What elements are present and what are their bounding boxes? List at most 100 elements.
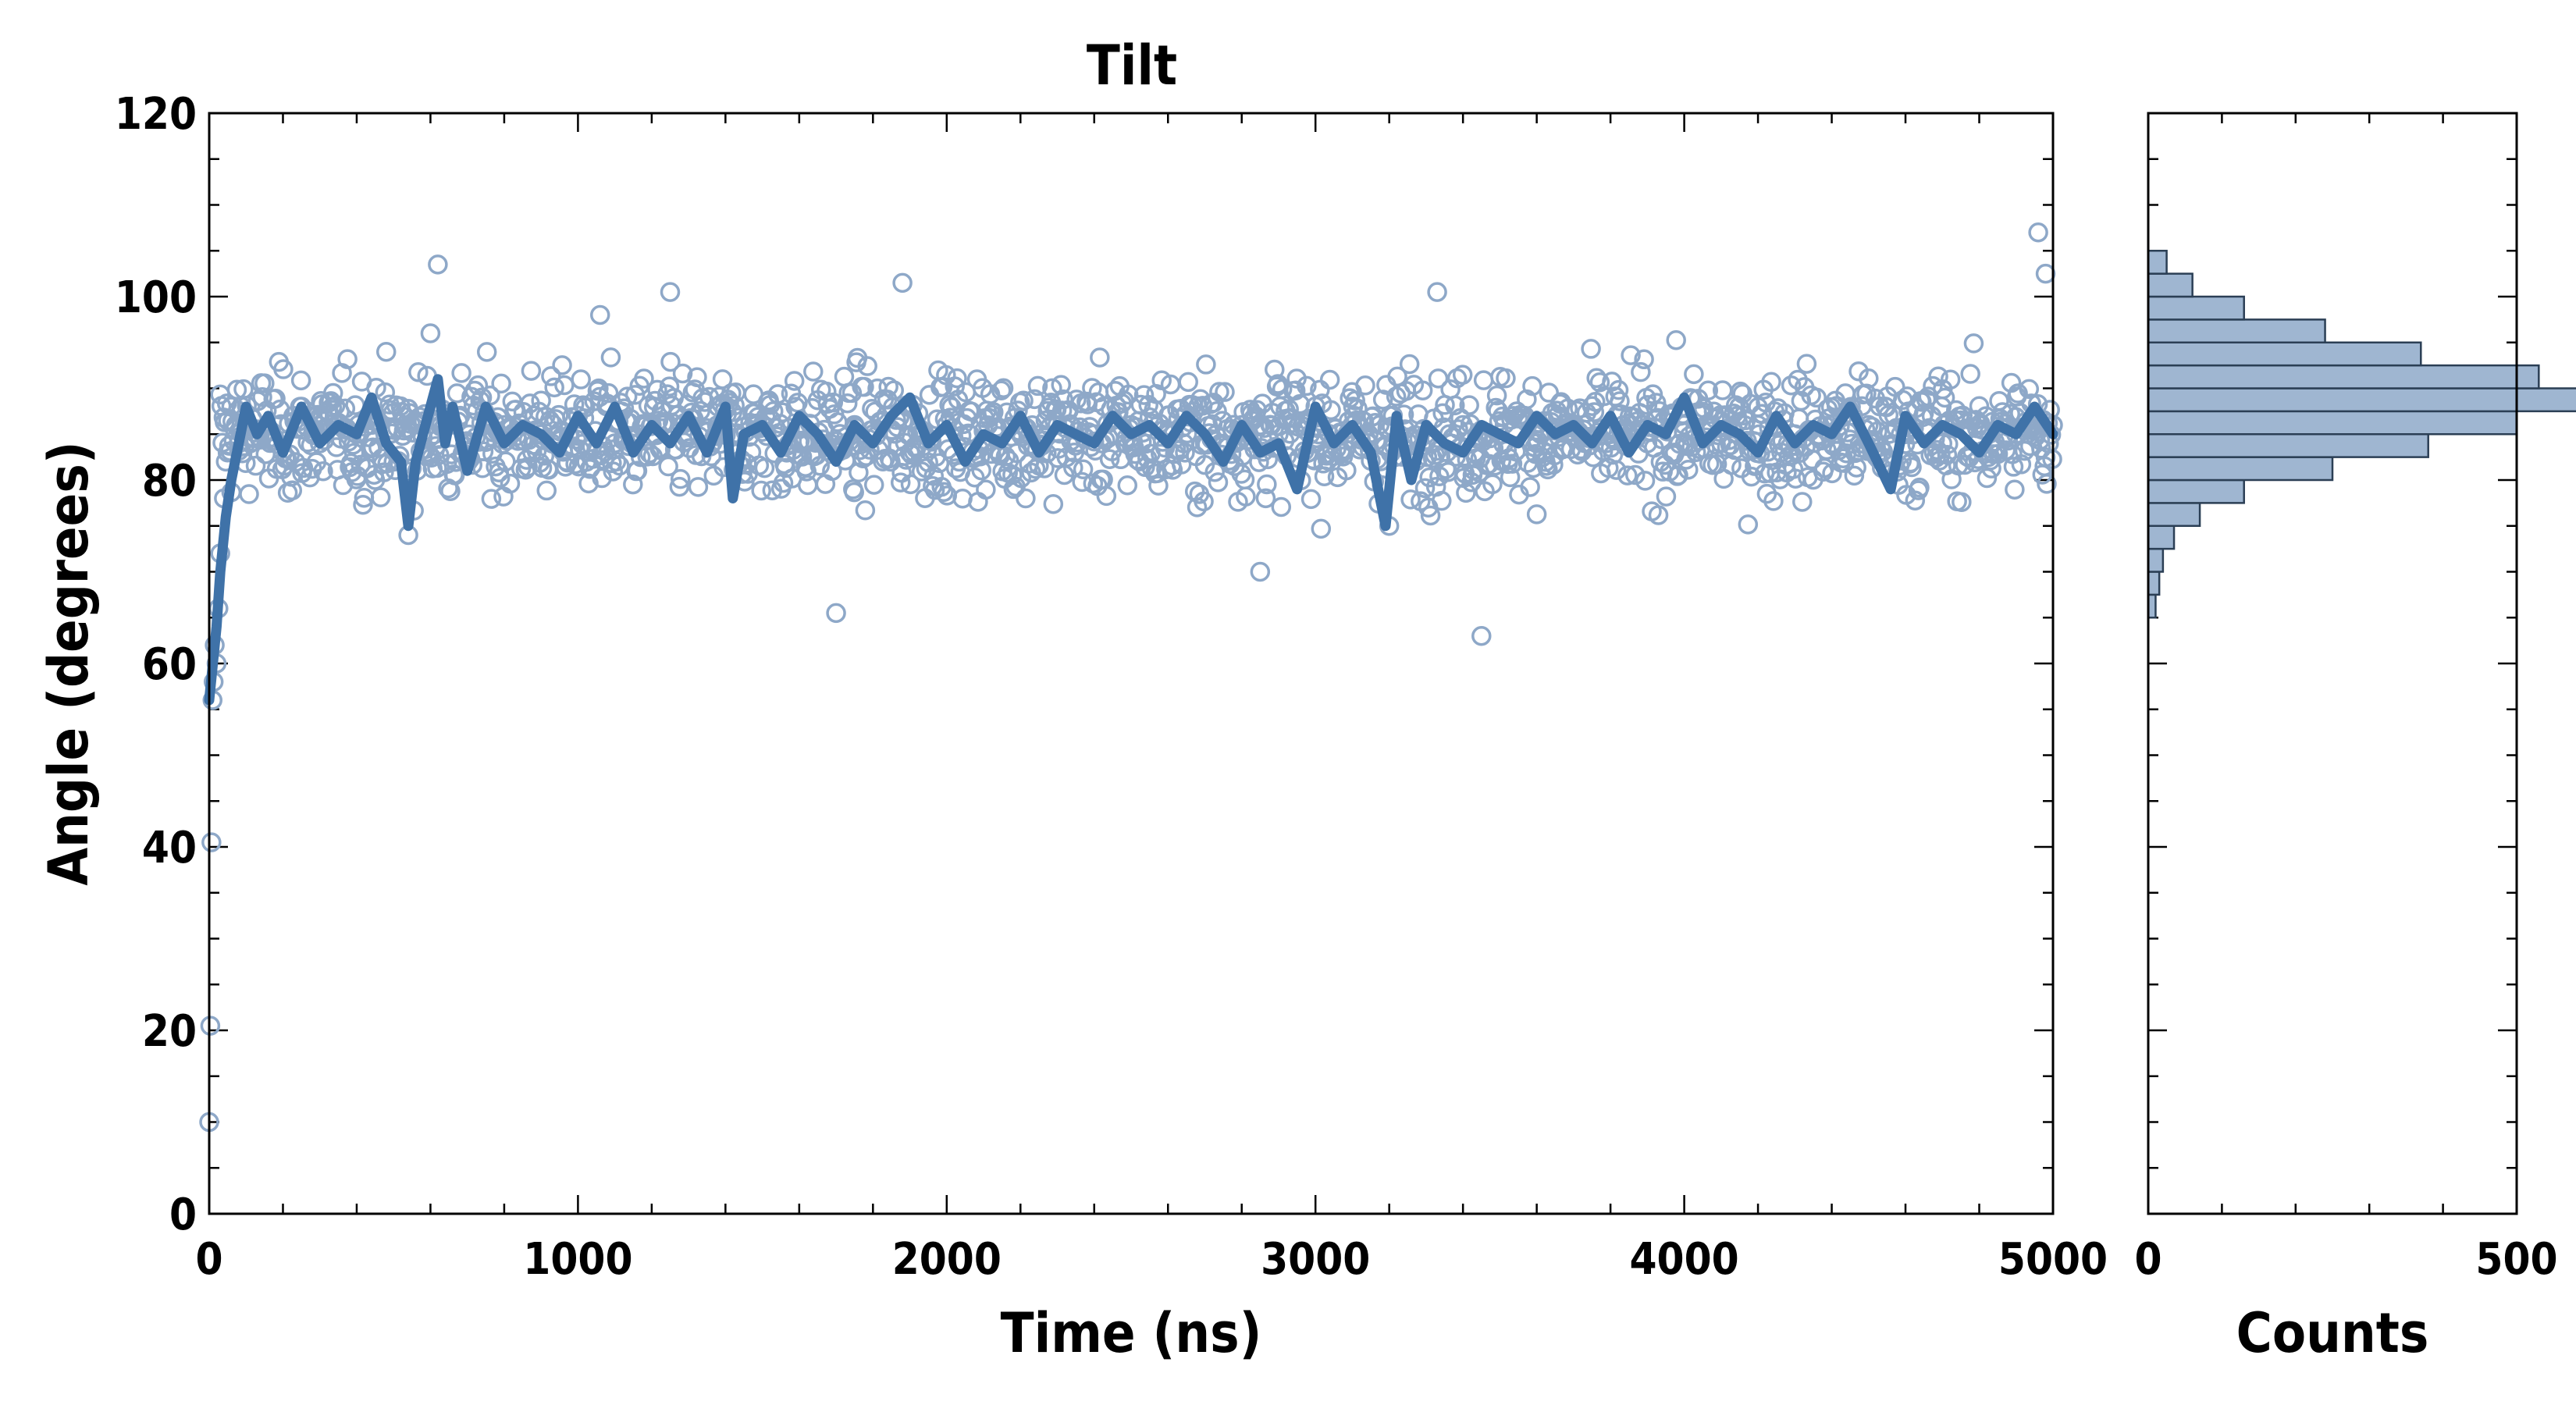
y-axis-label: Angle (degrees) xyxy=(37,441,101,885)
data-point xyxy=(1610,391,1630,411)
data-point xyxy=(1606,460,1627,480)
histogram-bar xyxy=(2147,341,2422,367)
data-point xyxy=(854,376,874,397)
data-point xyxy=(1905,490,1926,510)
data-point xyxy=(857,356,877,376)
data-point xyxy=(468,375,489,396)
data-point xyxy=(2030,430,2051,450)
data-point xyxy=(1427,282,1447,302)
hist-plot-frame xyxy=(2147,112,2518,1215)
data-point xyxy=(647,379,667,400)
data-point xyxy=(1171,454,1192,475)
data-point xyxy=(428,254,448,275)
data-point xyxy=(1016,488,1036,509)
data-point xyxy=(1625,464,1646,486)
data-point xyxy=(1934,387,1955,408)
data-point xyxy=(809,456,831,476)
data-point xyxy=(1684,364,1704,385)
data-point xyxy=(1599,457,1619,478)
data-point xyxy=(1763,491,1784,511)
data-point xyxy=(1204,393,1224,413)
y-tick-label: 80 xyxy=(142,456,197,507)
data-point xyxy=(1432,490,1452,511)
data-point xyxy=(1345,390,1365,411)
data-point xyxy=(2008,383,2028,404)
data-point xyxy=(420,323,441,343)
data-point xyxy=(803,361,824,382)
data-point xyxy=(1952,492,1972,512)
data-point xyxy=(1234,469,1255,490)
data-point xyxy=(1656,486,1677,507)
data-point xyxy=(290,370,311,391)
data-point xyxy=(1271,496,1292,518)
data-point xyxy=(1631,361,1651,382)
data-point xyxy=(480,385,500,406)
data-point xyxy=(1399,354,1420,375)
data-point xyxy=(337,349,358,369)
data-point xyxy=(1051,375,1071,395)
data-point xyxy=(1355,375,1375,396)
x-tick-label: 1000 xyxy=(523,1234,632,1285)
data-point xyxy=(1792,492,1813,512)
data-point xyxy=(1502,454,1523,474)
data-point xyxy=(1621,345,1641,365)
data-point xyxy=(1208,472,1229,493)
data-point xyxy=(1539,382,1559,403)
data-point xyxy=(1617,465,1638,486)
data-point xyxy=(604,433,625,454)
histogram-bar xyxy=(2147,456,2334,482)
data-point xyxy=(2035,263,2056,284)
data-point xyxy=(1034,458,1055,478)
data-point xyxy=(2005,479,2025,500)
x-tick-label: 0 xyxy=(195,1234,222,1285)
data-point xyxy=(687,367,707,388)
data-point xyxy=(1445,395,1465,416)
data-point xyxy=(282,480,303,501)
data-point xyxy=(1730,381,1751,402)
data-point xyxy=(1236,486,1256,507)
data-point xyxy=(1482,474,1503,495)
data-point xyxy=(491,373,511,394)
data-point xyxy=(1204,461,1225,482)
data-point xyxy=(1796,354,1817,374)
data-point xyxy=(376,341,397,362)
data-point xyxy=(1635,471,1656,491)
data-point xyxy=(544,377,564,398)
data-point xyxy=(541,366,561,386)
data-point xyxy=(1255,488,1276,509)
data-point xyxy=(598,382,619,404)
data-point xyxy=(1583,446,1603,468)
data-point xyxy=(273,359,294,379)
data-point xyxy=(1133,385,1155,405)
data-point xyxy=(408,362,429,382)
data-point xyxy=(1456,482,1476,503)
data-points xyxy=(199,222,2063,1133)
data-point xyxy=(1096,486,1117,507)
data-point xyxy=(767,384,788,404)
y-tick-label: 120 xyxy=(115,89,197,140)
data-point xyxy=(670,468,691,489)
data-point xyxy=(571,369,591,389)
data-point xyxy=(1300,489,1322,510)
data-point xyxy=(2019,379,2040,400)
data-point xyxy=(659,376,680,397)
data-point xyxy=(451,363,471,383)
data-point xyxy=(265,389,286,409)
data-point xyxy=(945,376,965,397)
histogram-bar xyxy=(2147,410,2518,436)
data-point xyxy=(899,443,920,463)
data-point xyxy=(1420,505,1441,526)
data-point xyxy=(991,380,1012,400)
data-point xyxy=(1928,366,1948,386)
main-plot-frame xyxy=(208,112,2055,1215)
data-point xyxy=(584,391,604,411)
data-point xyxy=(900,474,921,495)
data-point xyxy=(252,386,272,407)
data-point xyxy=(1002,464,1023,486)
data-point xyxy=(826,603,846,624)
data-point xyxy=(573,395,593,416)
data-point xyxy=(335,398,356,419)
data-point xyxy=(784,371,805,391)
data-point xyxy=(1148,475,1169,496)
data-point xyxy=(1297,375,1317,397)
